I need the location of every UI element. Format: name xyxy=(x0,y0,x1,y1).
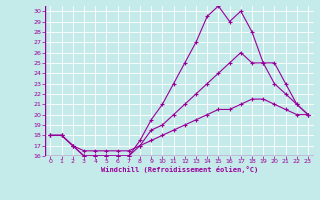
X-axis label: Windchill (Refroidissement éolien,°C): Windchill (Refroidissement éolien,°C) xyxy=(100,166,258,173)
